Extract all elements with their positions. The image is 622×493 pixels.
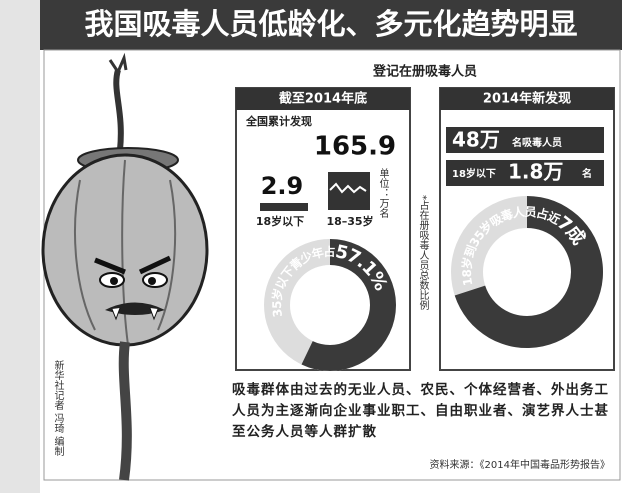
panel-title: 截至2014年底 [279, 91, 367, 107]
under18: 2.9 [261, 172, 304, 200]
age-label: 18–35岁 [326, 214, 373, 228]
panel-title: 2014年新发现 [483, 91, 571, 107]
margin [0, 0, 40, 493]
subtitle: 登记在册吸毒人员 [372, 64, 477, 80]
total: 48万 [452, 128, 500, 152]
page: 我国吸毒人员低龄化、多元化趋势明显 新华社记者 冯琦 编制 登记在册吸毒人员 *… [0, 0, 622, 493]
source: 资料来源：《2014年中国毒品形势报告》 [430, 458, 610, 471]
total-label: 名吸毒人员 [512, 136, 562, 149]
under18-label: 18岁以下 [256, 214, 304, 228]
bar-icon [260, 203, 308, 211]
note: *占在册吸毒人员总数比例 [417, 195, 429, 311]
total: 165.9 [314, 132, 396, 162]
under18-label: 18岁以下 [452, 167, 496, 180]
under18-unit: 名 [582, 167, 592, 180]
chart-icon [328, 172, 370, 210]
credit: 新华社记者 冯琦 编制 [52, 359, 64, 457]
body-text: 吸毒群体由过去的无业人员、农民、个体经营者、外出务工人员为主逐渐向企业事业职工、… [232, 380, 616, 443]
title: 我国吸毒人员低龄化、多元化趋势明显 [84, 7, 577, 41]
under18: 1.8万 [508, 160, 563, 184]
unit: 单位：万名 [377, 168, 389, 219]
label: 全国累计发现 [245, 114, 312, 128]
